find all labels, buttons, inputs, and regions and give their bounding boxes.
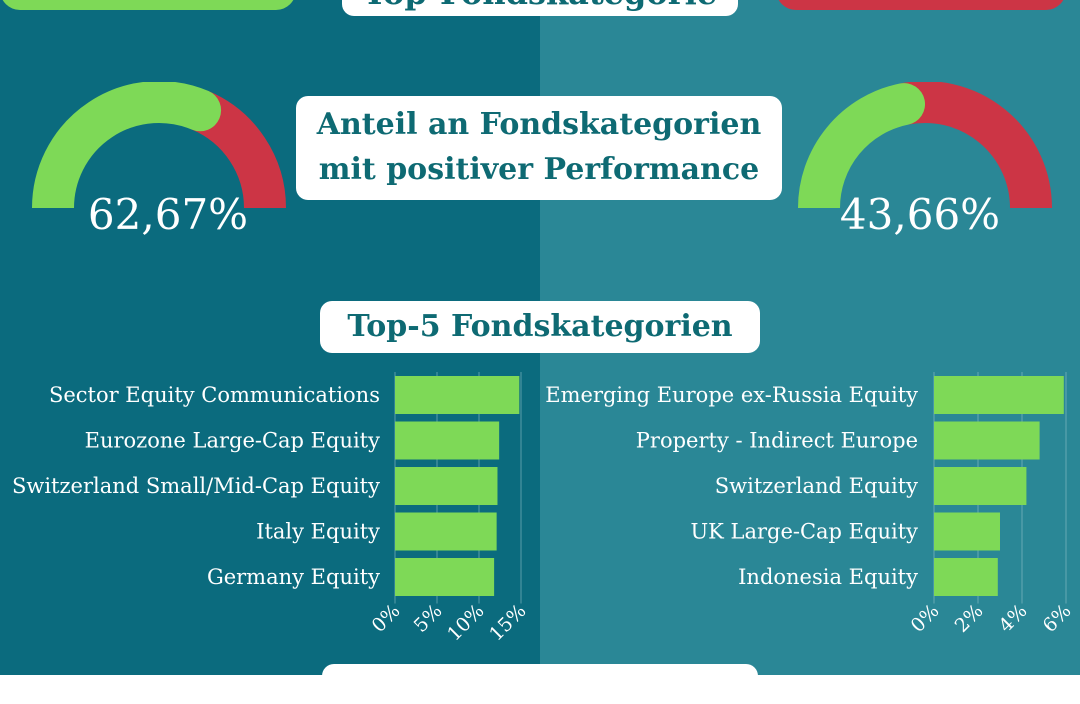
left-bar-chart: 0% 5%10%15%Sector Equity CommunicationsEu… xyxy=(12,372,531,645)
left-gauge-value: 62,67% xyxy=(87,190,249,239)
right-header-block xyxy=(776,0,1066,10)
chart1-category-label: Germany Equity xyxy=(207,565,380,589)
chart2-tick-label: 2% xyxy=(951,600,988,637)
header-title: Top-Fondskategorie xyxy=(363,0,717,12)
chart2-bar xyxy=(934,376,1064,414)
chart2-tick-label: 4% xyxy=(995,600,1032,637)
header-title-pill: Top-Fondskategorie xyxy=(342,0,738,16)
chart2-bar xyxy=(934,421,1040,460)
chart1-bar xyxy=(395,421,500,460)
share-title-line1: Anteil an Fondskategorien xyxy=(316,107,762,142)
chart1-category-label: Switzerland Small/Mid-Cap Equity xyxy=(12,474,380,498)
right-gauge xyxy=(798,82,1052,208)
chart1-bar xyxy=(395,512,497,551)
chart2-category-label: Emerging Europe ex-Russia Equity xyxy=(545,383,918,407)
chart2-category-label: Indonesia Equity xyxy=(738,565,918,589)
chart1-category-label: Eurozone Large-Cap Equity xyxy=(85,429,381,453)
share-title-pill: Anteil an Fondskategorien mit positiver … xyxy=(296,96,782,200)
top5-title: Top-5 Fondskategorien xyxy=(347,309,733,344)
left-header-block xyxy=(0,0,296,10)
chart1-category-label: Italy Equity xyxy=(256,520,380,544)
chart2-bar xyxy=(934,467,1027,505)
chart1-category-label: Sector Equity Communications xyxy=(49,383,380,407)
right-gauge-positive-arc xyxy=(798,83,926,208)
chart1-bar xyxy=(395,558,495,596)
right-bar-chart: 0% 2% 4% 6% Emerging Europe ex-Russia Equity… xyxy=(545,372,1076,637)
chart2-bar xyxy=(934,512,1000,551)
chart2-tick-label: 0% xyxy=(907,600,944,637)
chart2-category-label: Switzerland Equity xyxy=(715,474,918,498)
right-gauge-negative-arc xyxy=(899,82,1052,208)
left-gauge-positive-arc xyxy=(32,82,222,208)
chart2-category-label: UK Large-Cap Equity xyxy=(690,520,918,544)
share-title-line2: mit positiver Performance xyxy=(318,152,760,187)
right-gauge-value: 43,66% xyxy=(839,190,1001,239)
top5-title-pill: Top-5 Fondskategorien xyxy=(320,301,760,353)
left-gauge xyxy=(32,82,286,208)
chart1-bar xyxy=(395,467,498,505)
chart2-category-label: Property - Indirect Europe xyxy=(636,429,918,453)
chart1-bar xyxy=(395,376,520,414)
chart2-bar xyxy=(934,558,998,596)
chart2-tick-label: 6% xyxy=(1039,600,1076,637)
bottom-pill xyxy=(322,664,758,704)
